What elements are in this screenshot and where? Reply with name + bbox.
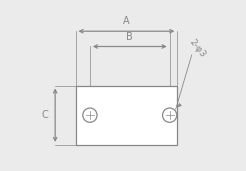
Circle shape [163,108,177,122]
Bar [76,86,177,145]
Text: 2-φ3: 2-φ3 [187,37,207,59]
Text: B: B [126,32,133,42]
Text: A: A [123,16,130,26]
Circle shape [83,108,97,122]
Text: C: C [42,110,48,120]
